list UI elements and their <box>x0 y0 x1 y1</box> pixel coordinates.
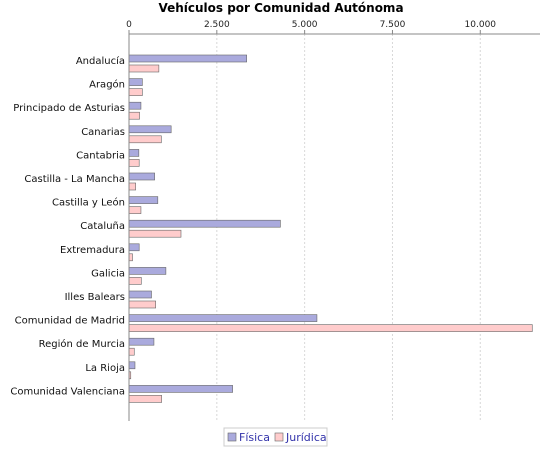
gridlines <box>216 34 481 421</box>
bar-fisica <box>128 54 247 63</box>
bar-fisica <box>128 243 140 252</box>
bar-fisica <box>128 337 155 346</box>
bar-fisica <box>128 101 142 110</box>
legend-swatch <box>227 432 237 442</box>
category-label: Canarias <box>81 127 125 138</box>
legend-label: Física <box>239 431 270 444</box>
legend: Física Jurídica <box>223 427 328 447</box>
tick-label: 2.500 <box>204 20 230 30</box>
tick-label: 10.000 <box>465 20 497 30</box>
bar-fisica <box>128 314 318 322</box>
category-label: Comunidad Valenciana <box>10 386 125 397</box>
category-label: Extremadura <box>60 245 125 256</box>
bar-juridica <box>128 300 156 309</box>
legend-swatch <box>274 432 284 442</box>
bar-fisica <box>128 385 233 393</box>
bar-juridica <box>128 182 136 191</box>
category-labels: Andalucía Aragón Principado de Asturias Can… <box>10 55 125 397</box>
tick-label: 5.000 <box>292 20 318 30</box>
category-label: Castilla y León <box>52 197 125 209</box>
bar-juridica <box>128 395 162 403</box>
category-label: Castilla - La Mancha <box>24 174 125 185</box>
category-label: La Rioja <box>85 363 125 374</box>
category-label: Andalucía <box>76 55 125 67</box>
category-label: Cantabria <box>76 150 125 161</box>
bar-juridica <box>128 88 143 96</box>
chart-title: Vehículos por Comunidad Autónoma <box>158 1 403 15</box>
bar-fisica <box>128 361 136 370</box>
category-label: Illes Balears <box>65 292 125 303</box>
bar-juridica <box>128 324 533 332</box>
bar-fisica <box>128 267 167 275</box>
bar-fisica <box>128 219 281 228</box>
bar-juridica <box>128 206 142 214</box>
bar-juridica <box>128 229 182 238</box>
legend-label: Jurídica <box>285 431 327 444</box>
category-label: Comunidad de Madrid <box>15 316 125 327</box>
bar-fisica <box>128 125 172 134</box>
x-axis-ticks: 0 2.500 5.000 7.500 10.000 <box>126 20 540 35</box>
bars <box>128 54 533 403</box>
tick-label: 7.500 <box>380 20 406 30</box>
bar-juridica <box>128 253 133 262</box>
category-label: Galicia <box>91 268 125 279</box>
bar-fisica <box>128 149 140 157</box>
category-label: Principado de Asturias <box>13 103 125 114</box>
bar-juridica <box>128 64 160 73</box>
category-label: Región de Murcia <box>39 338 125 350</box>
bar-juridica <box>128 135 162 144</box>
bar-fisica <box>128 196 159 204</box>
category-label: Aragón <box>89 79 125 91</box>
bar-juridica <box>128 277 142 285</box>
bar-juridica <box>128 347 135 356</box>
tick-label: 0 <box>126 20 132 30</box>
bar-juridica <box>128 111 140 120</box>
bar-juridica <box>128 159 140 167</box>
bar-fisica <box>128 78 143 86</box>
bar-fisica <box>128 290 152 299</box>
category-label: Cataluña <box>80 221 125 232</box>
bar-fisica <box>128 172 155 181</box>
